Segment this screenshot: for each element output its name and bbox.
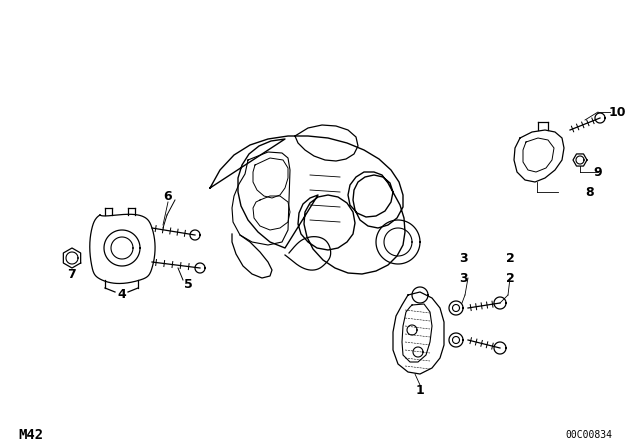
Polygon shape — [190, 230, 200, 240]
Text: 9: 9 — [594, 165, 602, 178]
Text: 00C00834: 00C00834 — [565, 430, 612, 440]
Text: 4: 4 — [118, 289, 126, 302]
Text: 8: 8 — [586, 185, 595, 198]
Text: 1: 1 — [415, 383, 424, 396]
Text: 2: 2 — [506, 251, 515, 264]
Text: 2: 2 — [506, 271, 515, 284]
Polygon shape — [595, 113, 605, 123]
Polygon shape — [494, 342, 506, 354]
Text: 3: 3 — [460, 251, 468, 264]
Text: 5: 5 — [184, 279, 193, 292]
Text: 10: 10 — [608, 105, 626, 119]
Text: 7: 7 — [68, 268, 76, 281]
Polygon shape — [494, 297, 506, 309]
Polygon shape — [195, 263, 205, 273]
Text: 6: 6 — [164, 190, 172, 202]
Text: M42: M42 — [18, 428, 43, 442]
Text: 3: 3 — [460, 271, 468, 284]
